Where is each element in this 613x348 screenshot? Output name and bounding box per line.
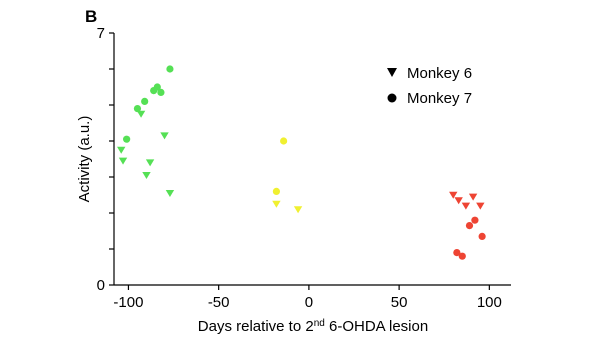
data-point-circle (123, 135, 131, 143)
data-point-triangle (117, 146, 126, 154)
data-point-circle (465, 222, 474, 230)
data-point-triangle (272, 200, 281, 208)
x-tick-label: 100 (477, 294, 502, 311)
axes (113, 33, 511, 286)
legend-label-monkey-7: Monkey 7 (407, 90, 472, 107)
data-points (117, 65, 486, 260)
data-point-triangle (449, 191, 458, 199)
data-point-triangle (476, 202, 485, 210)
data-point-circle (157, 88, 165, 96)
data-point-circle (478, 232, 486, 240)
data-point-triangle (461, 202, 471, 210)
data-point-circle (141, 97, 149, 105)
y-axis-title: Activity (a.u.) (76, 116, 93, 203)
data-point-circle (453, 249, 461, 257)
data-point-triangle (118, 157, 128, 165)
ticks: -100 -50 0 50 100 0 7 (97, 25, 502, 311)
x-tick-label: 50 (391, 294, 408, 311)
data-point-triangle (293, 206, 303, 214)
panel-label: B (85, 7, 97, 26)
data-point-circle (153, 83, 161, 91)
data-point-triangle (160, 132, 169, 140)
data-point-circle (471, 216, 479, 224)
x-axis-title-superscript: nd (314, 318, 325, 329)
data-point-circle (133, 105, 142, 113)
data-point-triangle (468, 193, 478, 201)
legend-label-monkey-6: Monkey 6 (407, 65, 472, 82)
data-point-circle (166, 65, 174, 73)
x-tick-label: -100 (113, 294, 143, 311)
legend-triangle-down-icon (387, 68, 397, 77)
x-axis-title-main: Days relative to 2 (198, 318, 314, 335)
data-point-triangle (142, 172, 151, 179)
y-tick-label: 0 (97, 277, 105, 294)
data-point-triangle (454, 197, 463, 205)
x-axis-title-rest: 6-OHDA lesion (325, 318, 428, 335)
data-point-circle (272, 187, 281, 195)
legend-circle-icon (387, 93, 397, 103)
data-point-circle (458, 252, 466, 260)
data-point-triangle (136, 110, 146, 118)
x-tick-label: 0 (305, 294, 313, 311)
data-point-triangle (145, 159, 155, 167)
data-point-circle (280, 137, 288, 145)
y-tick-label: 7 (97, 25, 105, 42)
legend: Monkey 6 Monkey 7 (387, 65, 472, 107)
x-tick-label: -50 (208, 294, 230, 311)
data-point-triangle (165, 190, 175, 197)
x-axis-title: Days relative to 2nd 6-OHDA lesion (198, 318, 428, 336)
